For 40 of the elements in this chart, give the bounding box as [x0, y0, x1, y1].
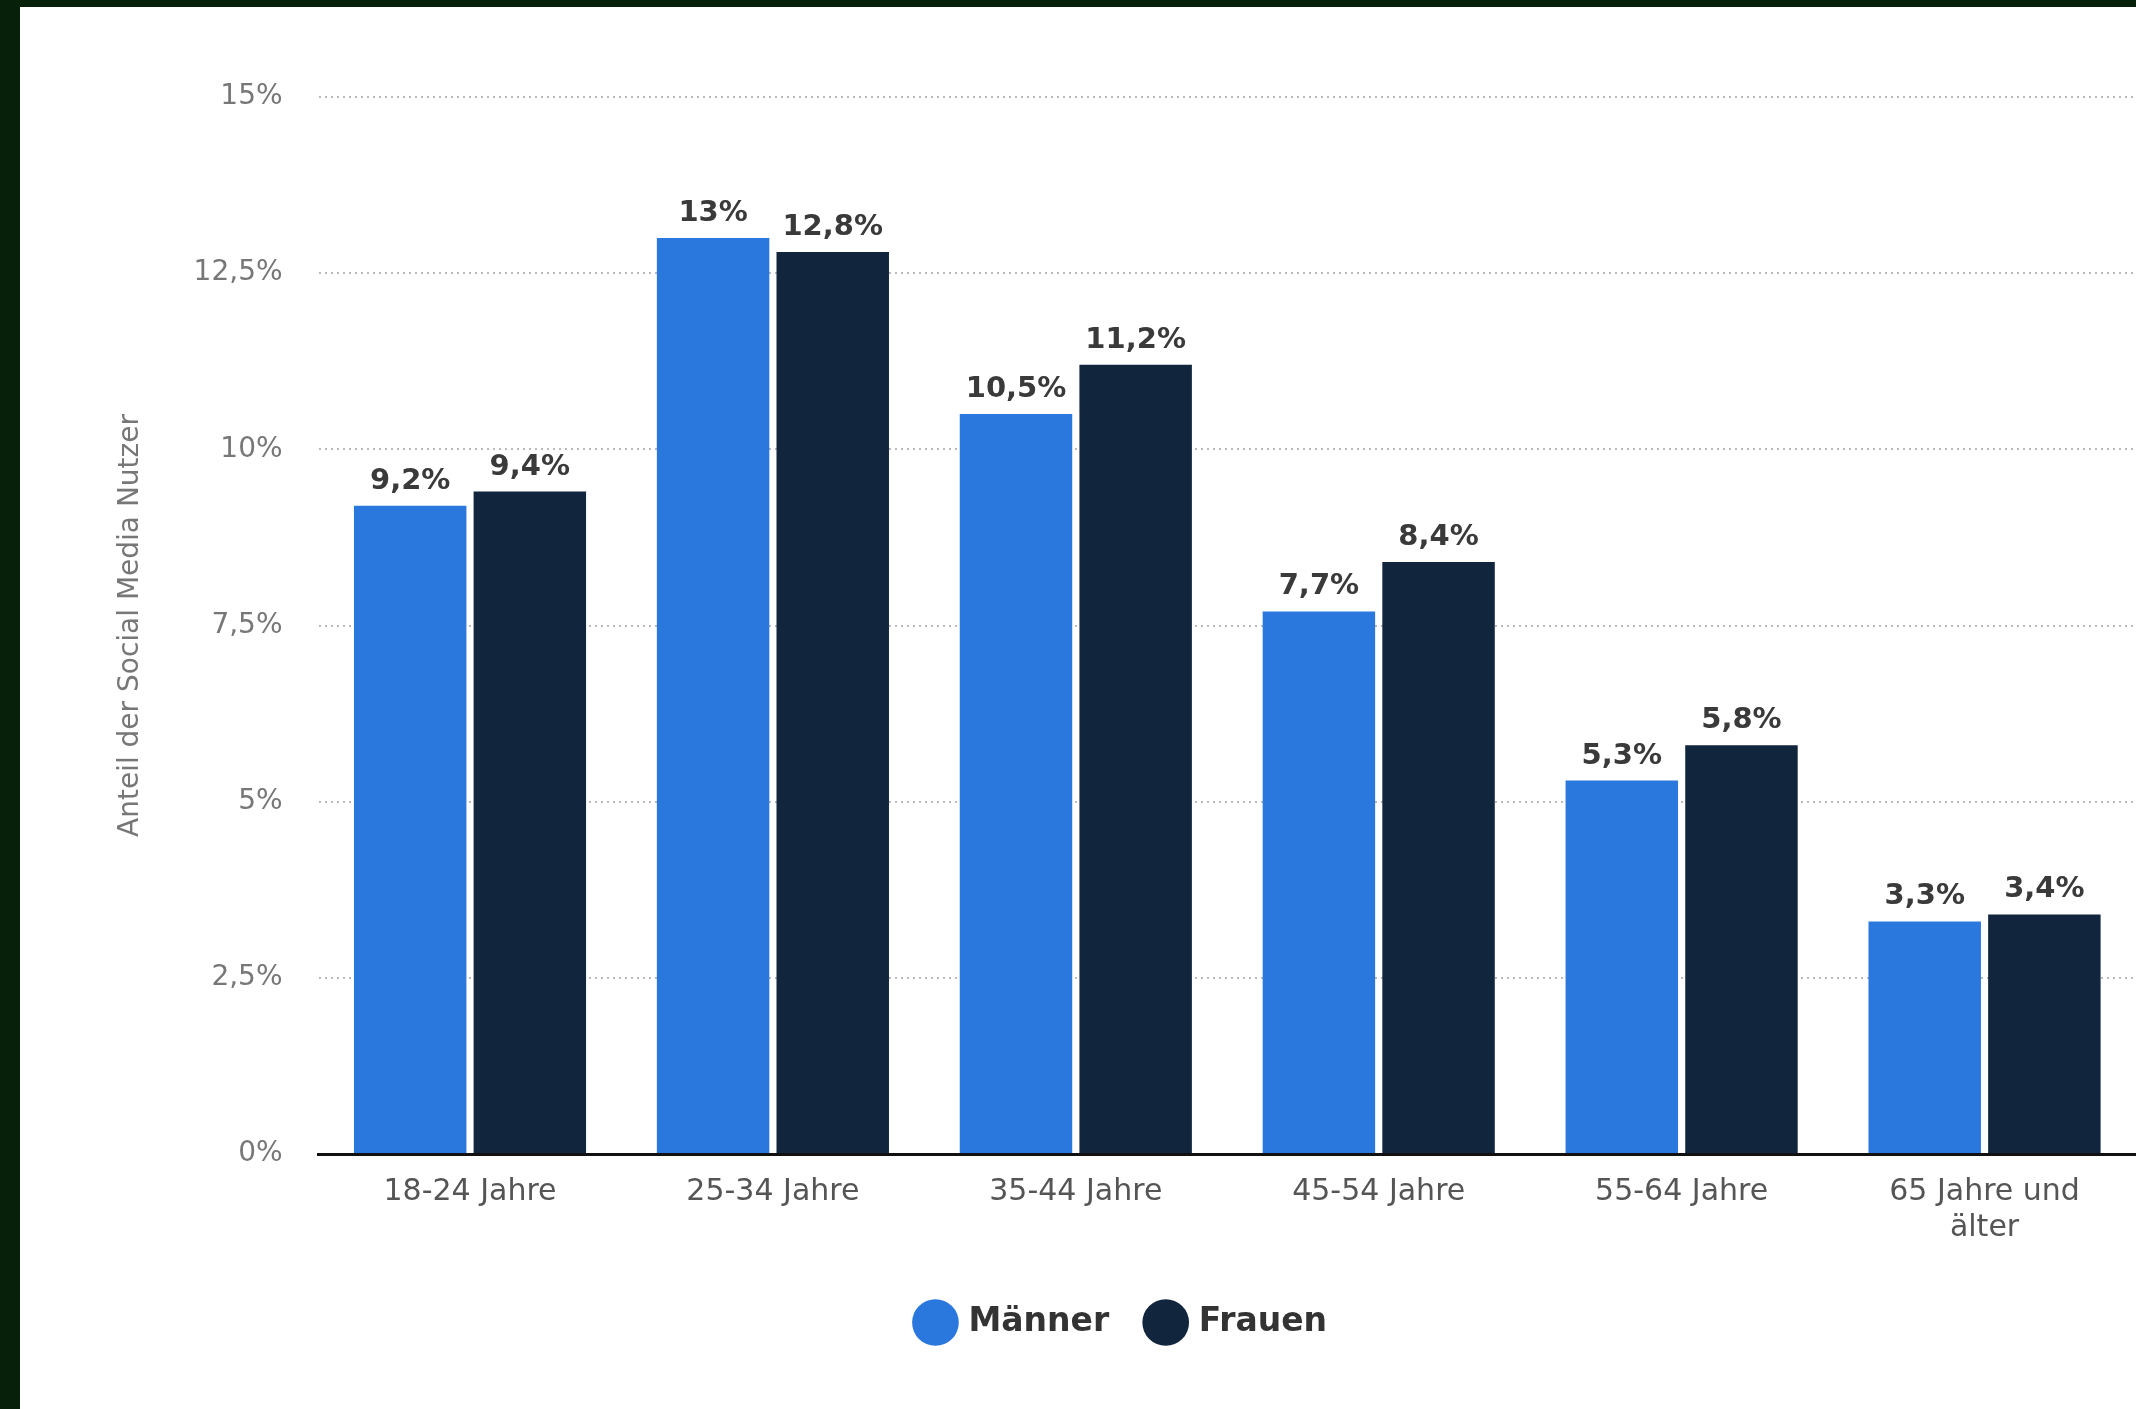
data-label: 13% — [678, 193, 748, 228]
bar — [1262, 611, 1376, 1153]
y-tick-label: 0% — [238, 1135, 283, 1169]
bar — [1382, 562, 1495, 1153]
y-tick-label: 12,5% — [193, 254, 283, 288]
bar — [959, 414, 1073, 1153]
data-label: 3,3% — [1884, 877, 1965, 912]
legend-label: Frauen — [1198, 1300, 1328, 1340]
bar — [1685, 745, 1798, 1153]
y-axis-title: Anteil der Social Media Nutzer — [112, 413, 146, 837]
y-tick-label: 10% — [220, 430, 283, 464]
x-tick-label: 55-64 Jahre — [1595, 1171, 1769, 1207]
y-tick-label: 7,5% — [211, 606, 283, 640]
bar — [1868, 921, 1981, 1153]
x-tick-label: 18-24 Jahre — [383, 1171, 557, 1207]
x-tick-label: 25-34 Jahre — [686, 1171, 860, 1207]
bar — [656, 237, 770, 1153]
y-tick-label: 5% — [238, 782, 283, 816]
data-label: 8,4% — [1398, 518, 1479, 553]
y-tick-label: 2,5% — [211, 959, 283, 993]
data-label: 7,7% — [1278, 567, 1360, 602]
bar — [1988, 914, 2101, 1153]
data-label: 9,4% — [489, 447, 571, 482]
data-label: 9,2% — [369, 461, 451, 496]
bar — [1079, 364, 1192, 1153]
data-label: 5,3% — [1581, 736, 1663, 771]
data-label: 10,5% — [965, 370, 1067, 405]
data-label: 3,4% — [2004, 870, 2085, 905]
legend-label: Männer — [968, 1300, 1110, 1340]
x-tick-label: 45-54 Jahre — [1292, 1171, 1466, 1207]
data-label: 11,2% — [1085, 320, 1186, 355]
bar — [353, 505, 467, 1153]
data-label: 5,8% — [1701, 701, 1782, 736]
bar — [1565, 780, 1679, 1153]
x-tick-label: 35-44 Jahre — [989, 1171, 1163, 1207]
data-label: 12,8% — [782, 208, 884, 243]
x-tick-label: 65 Jahre und älter — [1889, 1171, 2080, 1243]
y-tick-label: 15% — [220, 78, 283, 112]
bar — [776, 252, 889, 1153]
bar — [473, 491, 587, 1153]
